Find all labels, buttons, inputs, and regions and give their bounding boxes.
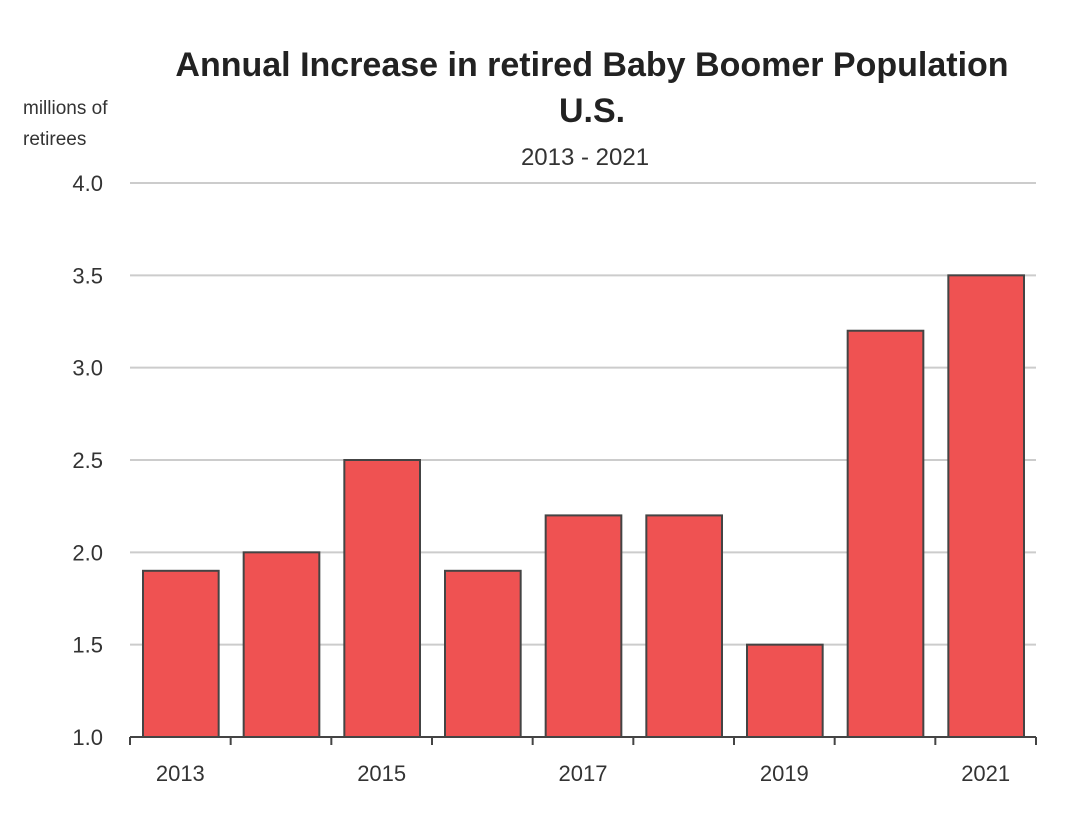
chart-subtitle: 2013 - 2021 <box>521 144 649 171</box>
bar-2018 <box>645 514 723 739</box>
chart-title-line2: U.S. <box>559 92 625 130</box>
x-tick-label: 2021 <box>961 761 1010 786</box>
y-tick-label: 3.5 <box>72 263 103 288</box>
bar-2016 <box>444 569 522 738</box>
bar-2021 <box>947 274 1025 738</box>
bar-2013 <box>142 569 220 738</box>
x-tick-label: 2015 <box>357 761 406 786</box>
y-tick-label: 1.5 <box>72 633 103 658</box>
y-tick-label: 2.5 <box>72 448 103 473</box>
y-tick-label: 4.0 <box>72 171 103 196</box>
bar-2014 <box>242 551 321 738</box>
bar-2015 <box>343 459 422 738</box>
bar-2017 <box>544 514 623 739</box>
y-axis-label-line2: retirees <box>23 129 86 150</box>
x-tick-label: 2019 <box>760 761 809 786</box>
bar-2019 <box>746 643 824 739</box>
x-tick-label: 2013 <box>156 761 205 786</box>
y-tick-label: 2.0 <box>72 540 103 565</box>
y-tick-label: 1.0 <box>72 725 103 750</box>
bar-2020 <box>846 329 925 738</box>
y-axis-label-line1: millions of <box>23 98 108 119</box>
chart-title: Annual Increase in retired Baby Boomer P… <box>175 46 1008 84</box>
y-tick-label: 3.0 <box>72 356 103 381</box>
x-tick-label: 2017 <box>559 761 608 786</box>
